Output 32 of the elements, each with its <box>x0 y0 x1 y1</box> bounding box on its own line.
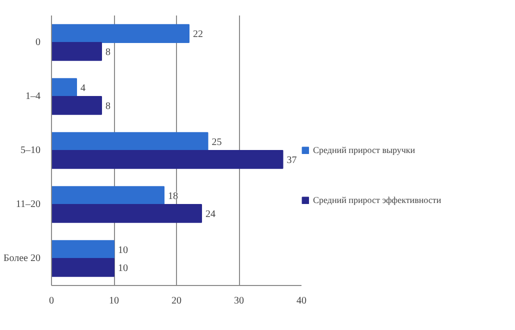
data-label: 25 <box>212 137 222 148</box>
data-label: 24 <box>206 208 216 220</box>
data-label: 37 <box>286 154 297 166</box>
data-label: 4 <box>80 83 86 94</box>
data-label: 10 <box>118 245 128 256</box>
x-tick-label: 40 <box>296 296 306 306</box>
y-tick-label: 5–10 <box>20 145 40 156</box>
x-tick-label: 10 <box>109 296 119 306</box>
data-label: 18 <box>168 191 178 202</box>
legend-label: Средний прирост выручки <box>313 145 416 155</box>
x-tick-label: 0 <box>49 296 54 306</box>
y-tick-label: 11–20 <box>16 199 41 210</box>
x-tick-label: 30 <box>234 296 244 306</box>
bar <box>52 24 190 43</box>
bar <box>52 258 114 277</box>
bar <box>52 204 202 223</box>
data-label: 8 <box>106 46 110 58</box>
y-tick-label: Более 20 <box>4 253 41 264</box>
data-label: 8 <box>106 100 110 112</box>
bar <box>52 186 164 205</box>
bar <box>52 42 102 61</box>
data-label: 10 <box>118 262 128 274</box>
bar <box>52 78 77 97</box>
y-tick-label: 0 <box>36 37 40 48</box>
bar <box>52 240 114 259</box>
bar <box>52 96 102 115</box>
x-tick-label: 20 <box>172 296 182 306</box>
bar <box>52 150 284 169</box>
legend-label: Средний прирост эффективности <box>313 195 442 205</box>
y-tick-label: 1–4 <box>26 91 40 102</box>
bar <box>52 132 208 151</box>
data-label: 22 <box>193 29 203 40</box>
